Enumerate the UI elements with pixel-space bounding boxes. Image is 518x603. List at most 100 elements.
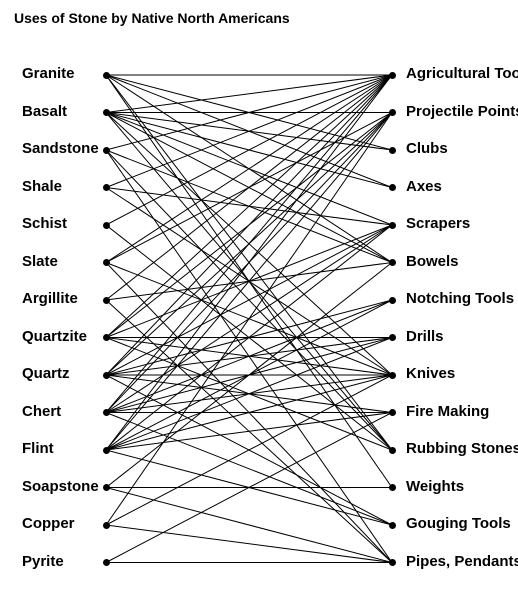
right-node-dot <box>389 447 396 454</box>
edge <box>106 75 392 150</box>
left-node-dot <box>103 334 110 341</box>
right-node-dot <box>389 559 396 566</box>
edge <box>106 338 392 451</box>
edge <box>106 488 392 563</box>
edge <box>106 300 392 413</box>
left-node-label: Chert <box>22 403 61 420</box>
left-node-dot <box>103 484 110 491</box>
edge <box>106 113 392 338</box>
right-node-dot <box>389 484 396 491</box>
right-node-dot <box>389 72 396 79</box>
edge <box>106 75 392 188</box>
right-node-dot <box>389 259 396 266</box>
left-node-label: Quartzite <box>22 328 87 345</box>
edge <box>106 113 392 263</box>
edge <box>106 375 392 525</box>
left-node-dot <box>103 409 110 416</box>
edge <box>106 75 392 375</box>
edge <box>106 75 392 263</box>
left-node-label: Schist <box>22 215 67 232</box>
edge <box>106 75 392 113</box>
left-node-dot <box>103 522 110 529</box>
edge <box>106 75 392 338</box>
left-node-label: Argillite <box>22 290 78 307</box>
edge <box>106 413 392 526</box>
edge <box>106 225 392 338</box>
edge <box>106 263 392 563</box>
edge <box>106 75 392 225</box>
right-node-dot <box>389 522 396 529</box>
edge <box>106 525 392 563</box>
left-node-dot <box>103 559 110 566</box>
page-title: Uses of Stone by Native North Americans <box>14 10 290 26</box>
edge <box>106 75 392 413</box>
right-node-dot <box>389 372 396 379</box>
edge <box>106 263 392 301</box>
edge <box>106 75 392 450</box>
edge <box>106 113 392 376</box>
edge <box>106 375 392 413</box>
edge <box>106 375 392 525</box>
edge <box>106 113 392 151</box>
edge <box>106 113 392 376</box>
right-node-label: Knives <box>406 365 455 382</box>
edge <box>106 113 392 451</box>
edge <box>106 150 392 563</box>
right-node-dot <box>389 409 396 416</box>
edge <box>106 75 392 188</box>
edge <box>106 188 392 376</box>
left-node-dot <box>103 184 110 191</box>
edge <box>106 375 392 450</box>
edge <box>106 113 392 263</box>
right-node-dot <box>389 297 396 304</box>
edge <box>106 300 392 563</box>
left-node-dot <box>103 222 110 229</box>
left-node-label: Quartz <box>22 365 70 382</box>
edge <box>106 338 392 376</box>
right-node-label: Gouging Tools <box>406 515 511 532</box>
edge <box>106 263 392 488</box>
edge <box>106 75 392 300</box>
left-node-label: Flint <box>22 440 54 457</box>
edge <box>106 75 392 488</box>
left-node-label: Copper <box>22 515 75 532</box>
right-node-label: Projectile Points <box>406 103 518 120</box>
right-node-label: Agricultural Tools <box>406 65 518 82</box>
edge <box>106 300 392 450</box>
right-node-dot <box>389 222 396 229</box>
left-node-dot <box>103 109 110 116</box>
left-node-dot <box>103 372 110 379</box>
edge <box>106 225 392 375</box>
right-node-label: Drills <box>406 328 444 345</box>
edge <box>106 113 392 413</box>
right-node-label: Axes <box>406 178 442 195</box>
left-node-dot <box>103 72 110 79</box>
edge <box>106 150 392 263</box>
edge <box>106 225 392 413</box>
right-node-label: Notching Tools <box>406 290 514 307</box>
edge <box>106 225 392 450</box>
right-node-label: Weights <box>406 478 464 495</box>
right-node-dot <box>389 109 396 116</box>
right-node-label: Rubbing Stones <box>406 440 518 457</box>
left-node-label: Granite <box>22 65 75 82</box>
left-node-dot <box>103 447 110 454</box>
edge <box>106 225 392 450</box>
edge <box>106 113 392 451</box>
edge <box>106 150 392 450</box>
left-node-label: Pyrite <box>22 553 64 570</box>
right-node-label: Bowels <box>406 253 459 270</box>
right-node-label: Pipes, Pendants <box>406 553 518 570</box>
edge <box>106 75 392 150</box>
left-node-dot <box>103 297 110 304</box>
left-node-dot <box>103 147 110 154</box>
edge <box>106 450 392 525</box>
left-node-label: Shale <box>22 178 62 195</box>
edge <box>106 263 392 376</box>
left-node-label: Basalt <box>22 103 67 120</box>
edge <box>106 413 392 563</box>
left-node-label: Slate <box>22 253 58 270</box>
right-node-label: Scrapers <box>406 215 470 232</box>
left-node-label: Sandstone <box>22 140 99 157</box>
right-node-dot <box>389 184 396 191</box>
